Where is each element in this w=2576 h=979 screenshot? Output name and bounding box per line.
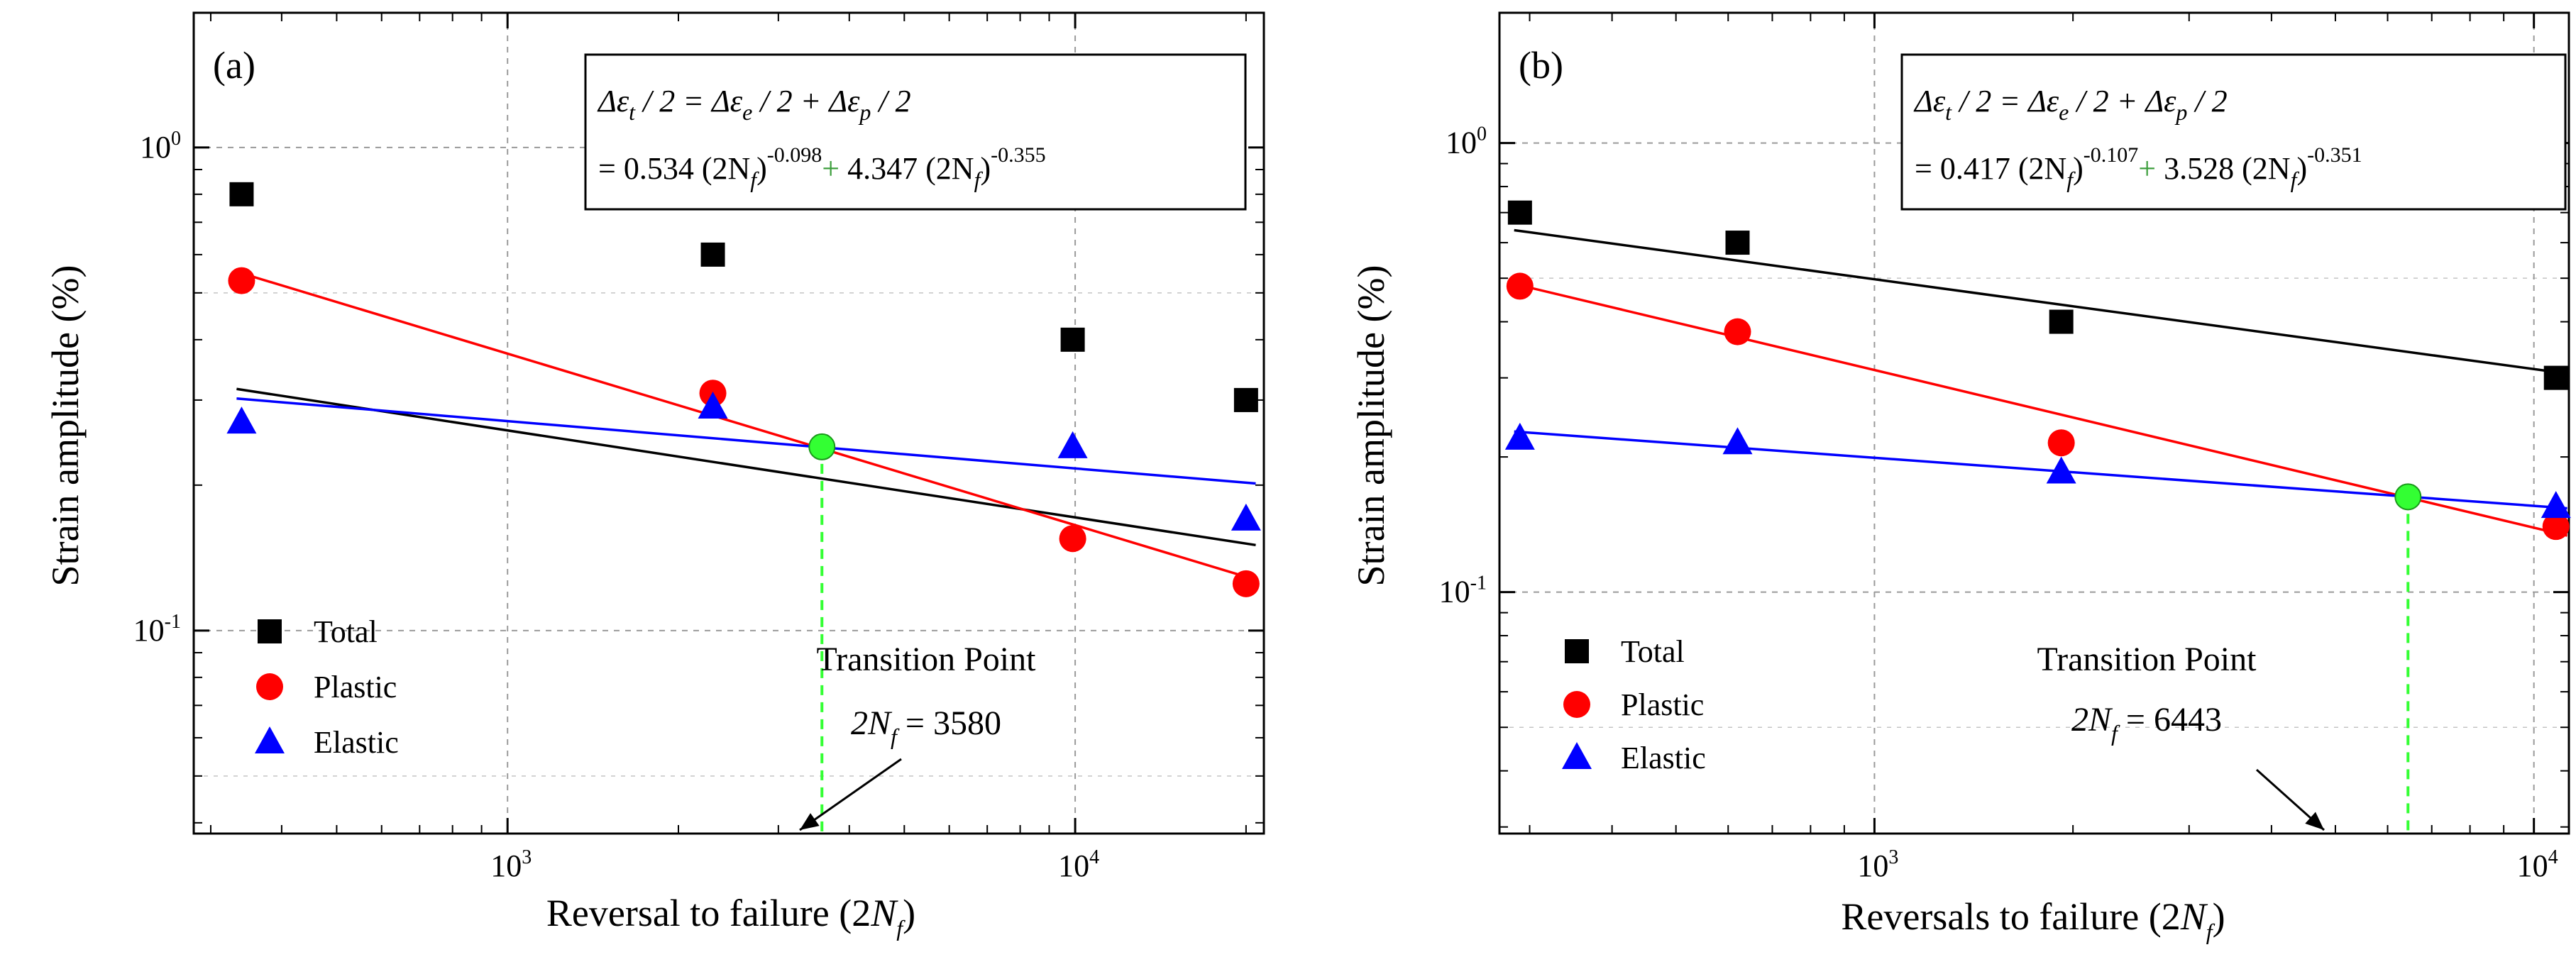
transition-arrowhead xyxy=(800,813,820,830)
fit-line-plastic xyxy=(236,270,1257,581)
data-point-elastic xyxy=(226,406,257,434)
series-plastic xyxy=(1506,272,2570,541)
equation-line-1: Δεt / 2 = Δεe / 2 + Δεp / 2 xyxy=(597,84,911,125)
series-elastic xyxy=(226,391,1261,531)
data-point-elastic xyxy=(1231,503,1261,531)
legend-label-total: Total xyxy=(1621,634,1685,669)
data-point-plastic xyxy=(2542,513,2570,541)
equation-box: Δεt / 2 = Δεe / 2 + Δεp / 2 = 0.534 (2Nf)… xyxy=(584,53,1247,211)
plot-frame xyxy=(1498,11,2570,835)
data-point-total xyxy=(1060,327,1085,352)
legend-label-total: Total xyxy=(314,614,378,649)
data-point-total xyxy=(2049,309,2074,334)
equation-line-1: Δεt / 2 = Δεe / 2 + Δεp / 2 xyxy=(1913,84,2228,125)
fit-line-total xyxy=(1514,228,2567,375)
legend-label-plastic: Plastic xyxy=(314,670,397,704)
legend-marker-total xyxy=(258,619,282,643)
data-point-plastic xyxy=(1506,272,1534,300)
data-point-plastic xyxy=(2047,429,2075,457)
data-point-elastic xyxy=(2541,491,2571,519)
transition-label-title: Transition Point xyxy=(2037,641,2257,678)
equation-frame xyxy=(1900,53,2567,211)
legend-marker-plastic xyxy=(256,673,283,700)
x-axis-title: Reversals to failure (2Nf) xyxy=(1841,895,2225,944)
y-axis-title: Strain amplitude (%) xyxy=(1350,265,1392,587)
data-point-total xyxy=(2543,365,2568,390)
legend: Total Plastic Elastic xyxy=(255,614,399,760)
data-point-plastic xyxy=(1724,318,1751,345)
transition-arrow xyxy=(799,758,902,831)
data-point-plastic xyxy=(1232,570,1260,597)
fit-line-plastic xyxy=(1514,282,2567,537)
data-point-elastic xyxy=(2046,456,2076,484)
series-total xyxy=(1507,200,2568,390)
transition-label-value: 2Nf = 6443 xyxy=(2071,701,2222,746)
legend: Total Plastic Elastic xyxy=(1562,634,1706,775)
data-point-plastic xyxy=(228,267,255,294)
data-point-elastic xyxy=(1057,431,1088,458)
series-plastic xyxy=(228,267,1260,597)
legend-marker-elastic xyxy=(1562,742,1592,769)
equation-line-2: = 0.417 (2Nf)-0.107+ 3.528 (2Nf)-0.351 xyxy=(1915,143,2362,192)
transition-label-value: 2Nf = 3580 xyxy=(851,704,1001,749)
data-point-total xyxy=(1233,387,1258,412)
transition-point-marker xyxy=(808,433,836,460)
x-tick-label: 104 xyxy=(1058,846,1099,883)
legend-label-elastic: Elastic xyxy=(314,725,399,760)
x-tick-label: 103 xyxy=(1857,846,1898,883)
data-point-elastic xyxy=(1504,422,1535,450)
x-tick-label: 103 xyxy=(490,846,532,883)
y-tick-label: 100 xyxy=(1446,123,1487,160)
legend-label-plastic: Plastic xyxy=(1621,687,1704,722)
y-tick-label: 10-1 xyxy=(133,611,181,648)
series-total xyxy=(229,182,1258,412)
equation-box: Δεt / 2 = Δεe / 2 + Δεp / 2 = 0.417 (2Nf)… xyxy=(1900,53,2567,211)
x-tick-label: 104 xyxy=(2517,846,2558,883)
x-axis-title: Reversal to failure (2Nf) xyxy=(546,892,915,941)
legend-marker-total xyxy=(1565,639,1589,663)
y-axis-title: Strain amplitude (%) xyxy=(44,265,87,587)
panel-a: 103 104 10-1 100 Transition Point 2Nf = 3580 Δ… xyxy=(44,11,1265,941)
data-point-total xyxy=(1507,200,1532,225)
plot-frame xyxy=(192,11,1265,835)
legend-label-elastic: Elastic xyxy=(1621,741,1706,775)
data-point-elastic xyxy=(1722,427,1753,455)
fit-line-elastic xyxy=(236,397,1256,485)
series-elastic xyxy=(1504,422,2571,519)
data-point-elastic xyxy=(698,391,728,419)
y-tick-label: 10-1 xyxy=(1439,573,1487,609)
data-point-total xyxy=(700,242,725,267)
panel-b: 103 104 10-1 100 Transition Point 2Nf = 6443 Δ… xyxy=(1350,11,2571,944)
y-tick-label: 100 xyxy=(140,128,181,165)
equation-frame xyxy=(584,53,1247,211)
data-point-total xyxy=(1725,231,1750,255)
equation-line-2: = 0.534 (2Nf)-0.098+ 4.347 (2Nf)-0.355 xyxy=(598,143,1046,192)
fit-line-elastic xyxy=(1514,430,2567,510)
transition-arrowhead xyxy=(2305,812,2324,830)
data-point-total xyxy=(229,182,254,206)
transition-point-marker xyxy=(2394,483,2422,511)
data-point-plastic xyxy=(1059,525,1086,553)
panel-label: (a) xyxy=(213,44,255,87)
legend-marker-elastic xyxy=(255,726,285,753)
transition-label-title: Transition Point xyxy=(817,641,1037,678)
fit-line-total xyxy=(236,387,1256,547)
panel-label: (b) xyxy=(1519,44,1563,87)
legend-marker-plastic xyxy=(1563,691,1590,718)
